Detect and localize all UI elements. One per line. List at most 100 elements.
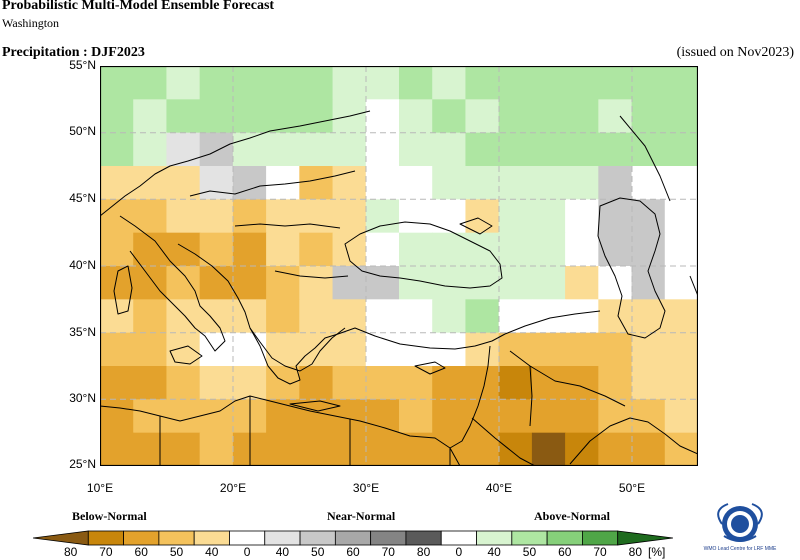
legend-unit: [%] [648,545,666,559]
probability-cell [332,166,367,200]
probability-cell [266,199,300,234]
probability-cell [598,166,633,200]
probability-cell [565,132,599,167]
probability-cell [631,132,666,167]
probability-cell [498,366,533,400]
probability-cell [133,266,168,300]
legend-tick-label: 80 [416,545,431,559]
lat-label-25: 25°N [69,457,96,471]
probability-cell [365,432,400,466]
probability-cell [432,432,467,466]
color-legend-bar [33,530,673,546]
probability-cell [432,366,467,400]
probability-cell [399,166,433,200]
probability-cell [199,299,234,334]
probability-cell [631,232,666,267]
forecast-map [100,66,698,466]
probability-cell [100,399,134,434]
probability-cell [232,199,267,234]
probability-cell [133,299,168,334]
probability-cell [365,299,400,334]
probability-cell [100,266,134,300]
probability-cell [332,132,367,167]
probability-cell [631,99,666,134]
probability-cell [498,399,533,434]
probability-cell [199,166,234,200]
probability-cell [232,232,267,267]
probability-cell [365,266,400,300]
above-normal-label: Above-Normal [534,509,610,523]
probability-cell [399,332,433,367]
legend-tick-label: 70 [99,545,113,559]
probability-cell [399,399,433,434]
legend-swatch [229,530,266,546]
probability-cell [332,299,367,334]
probability-cell [332,266,367,300]
probability-cell [100,166,134,200]
probability-cell [232,99,267,134]
probability-cell [266,299,300,334]
probability-cell [299,166,334,200]
probability-cell [133,99,168,134]
probability-cell [432,299,467,334]
legend-tick-label: 40 [205,545,219,559]
probability-cell [531,266,566,300]
legend-tick-label: 50 [169,545,184,559]
probability-cell [664,332,698,367]
probability-cell [199,66,234,100]
lat-label-55: 55°N [69,58,96,72]
probability-cell [498,66,533,100]
legend-swatch [511,530,548,546]
probability-cell [199,266,234,300]
probability-cell [598,232,633,267]
probability-cell [266,232,300,267]
legend-tick-label: 80 [63,545,78,559]
probability-cell [664,132,698,167]
probability-cell [531,166,566,200]
probability-cell [432,99,467,134]
probability-cell [565,166,599,200]
probability-cell [432,399,467,434]
probability-cell [531,332,566,367]
probability-cell [100,332,134,367]
legend-swatch [299,530,336,546]
legend-swatch [87,530,124,546]
probability-cells [100,66,698,466]
probability-cell [565,66,599,100]
probability-cell [465,399,500,434]
probability-cell [498,232,533,267]
probability-cell [565,399,599,434]
probability-cell [399,66,433,100]
probability-cell [399,266,433,300]
graticule [100,66,698,466]
probability-cell [432,232,467,267]
probability-cell [100,199,134,234]
probability-cell [598,399,633,434]
probability-cell [299,366,334,400]
probability-cell [166,366,201,400]
probability-cell [266,132,300,167]
probability-cell [299,232,334,267]
legend-swatch [370,530,407,546]
probability-cell [232,266,267,300]
lat-label-45: 45°N [69,191,96,205]
probability-cell [598,199,633,234]
probability-cell [598,66,633,100]
probability-cell [498,166,533,200]
probability-cell [232,66,267,100]
probability-cell [565,266,599,300]
below-normal-label: Below-Normal [72,509,147,523]
lon-label-20: 20°E [219,481,247,495]
probability-cell [498,432,533,466]
legend-tick-label: 80 [628,545,643,559]
legend-swatch [123,530,160,546]
probability-cell [565,99,599,134]
probability-cell [365,332,400,367]
probability-cell [100,432,134,466]
probability-cell [133,166,168,200]
probability-cell [465,299,500,334]
probability-cell [498,266,533,300]
probability-cell [299,132,334,167]
probability-cell [565,366,599,400]
probability-cell [133,432,168,466]
